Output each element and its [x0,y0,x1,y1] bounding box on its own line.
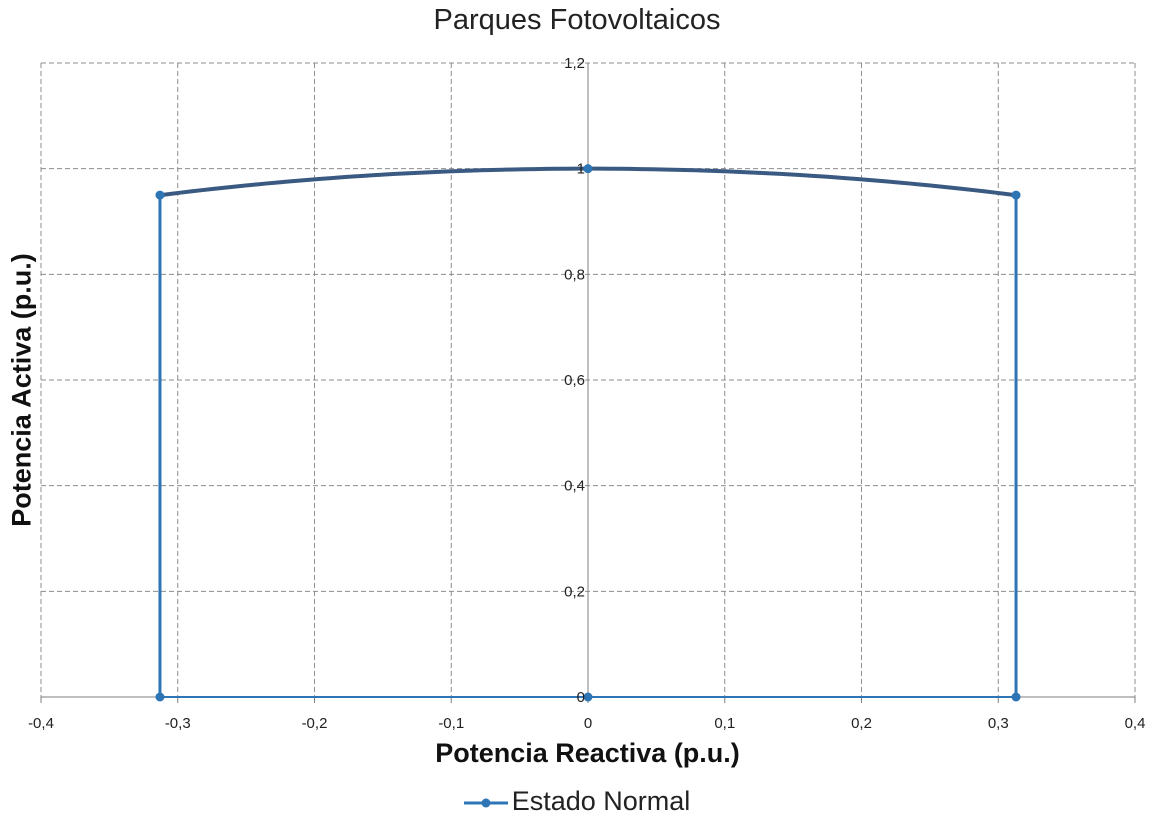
x-tick-label: 0 [584,715,592,732]
legend: Estado Normal [0,786,1154,817]
data-point [1011,190,1021,200]
y-tick-label: 0,6 [564,372,585,389]
x-tick-label: -0,3 [165,715,191,732]
y-tick-labels: 0 0,2 0,4 0,6 0,8 1 1,2 [564,55,585,706]
data-point [583,164,593,174]
legend-label: Estado Normal [511,786,691,816]
x-axis-label: Potencia Reactiva (p.u.) [435,738,740,768]
y-tick-label: 1 [577,161,585,178]
y-axis-label: Potencia Activa (p.u.) [6,253,37,527]
data-point [1011,692,1021,702]
data-point [583,692,593,702]
y-tick-label: 0,2 [564,583,585,600]
series-estado-normal [155,164,1021,702]
y-tick-label: 0 [577,689,585,706]
x-tick-label: 0,3 [988,715,1009,732]
x-tick-label: -0,4 [28,715,54,732]
chart-title: Parques Fotovoltaicos [433,4,721,36]
x-tick-label: -0,1 [438,715,464,732]
x-tick-label: 0,4 [1125,715,1146,732]
y-tick-label: 0,8 [564,266,585,283]
x-tick-label: 0,1 [714,715,735,732]
y-tick-label: 0,4 [564,478,585,495]
x-tick-label: -0,2 [302,715,328,732]
x-tick-label: 0,2 [851,715,872,732]
x-tick-labels: -0,4 -0,3 -0,2 -0,1 0 0,1 0,2 0,3 0,4 [28,715,1145,732]
legend-marker [463,798,508,807]
y-tick-label: 1,2 [564,55,585,72]
data-point [155,692,165,702]
data-point [155,190,165,200]
axes [40,63,1136,703]
